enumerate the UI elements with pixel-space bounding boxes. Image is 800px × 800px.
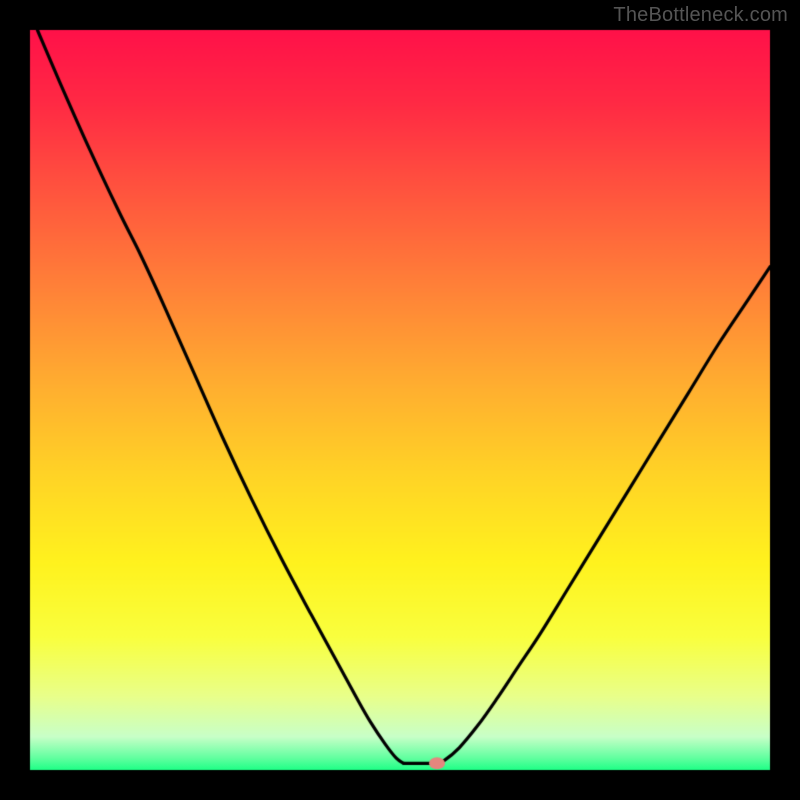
chart-container: TheBottleneck.com xyxy=(0,0,800,800)
bottleneck-chart-canvas xyxy=(0,0,800,800)
watermark-label: TheBottleneck.com xyxy=(613,4,788,27)
